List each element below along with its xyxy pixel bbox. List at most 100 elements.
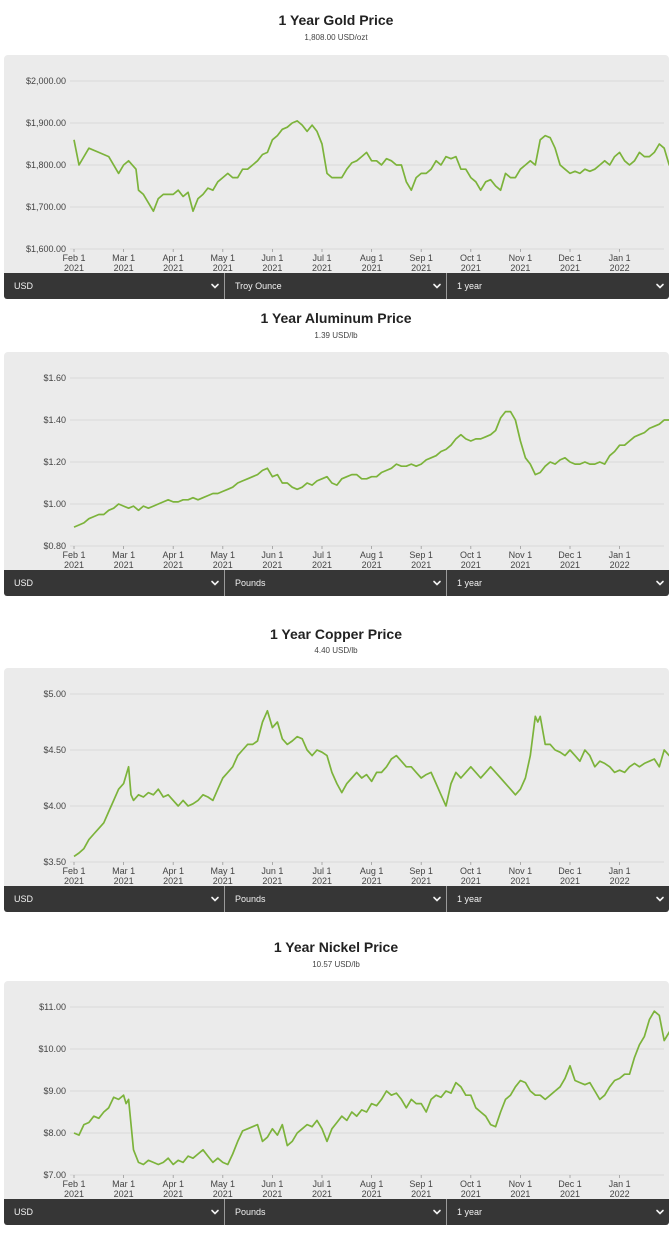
- x-tick-year: 2021: [64, 876, 84, 886]
- x-tick-year: 2021: [362, 1189, 382, 1199]
- x-tick-year: 2021: [312, 1189, 332, 1199]
- x-tick-month: Jul 1: [312, 253, 331, 263]
- x-tick-month: Feb 1: [62, 866, 85, 876]
- x-tick-year: 2021: [114, 560, 134, 570]
- x-tick-month: May 1: [211, 866, 236, 876]
- chart-title: 1 Year Gold Price: [278, 12, 394, 28]
- x-tick-month: Feb 1: [62, 1179, 85, 1189]
- x-tick-year: 2021: [262, 560, 282, 570]
- chevron-down-icon: [433, 1209, 441, 1215]
- x-tick-month: Oct 1: [460, 1179, 482, 1189]
- x-tick-year: 2021: [114, 1189, 134, 1199]
- unit-select[interactable]: Pounds: [225, 886, 447, 912]
- unit-select-value: Pounds: [235, 1207, 266, 1217]
- x-tick-year: 2021: [163, 263, 183, 273]
- period-select[interactable]: 1 year: [447, 273, 669, 299]
- x-tick-month: Jun 1: [261, 253, 283, 263]
- x-tick-year: 2021: [213, 263, 233, 273]
- x-tick-year: 2021: [510, 263, 530, 273]
- unit-select-value: Pounds: [235, 894, 266, 904]
- chevron-down-icon: [656, 283, 664, 289]
- price-series-line: [73, 120, 669, 213]
- period-select-value: 1 year: [457, 894, 483, 904]
- x-tick-year: 2021: [461, 560, 481, 570]
- currency-select-value: USD: [14, 281, 34, 291]
- currency-select[interactable]: USD: [4, 570, 225, 596]
- x-tick-month: Aug 1: [360, 550, 384, 560]
- chevron-down-icon: [211, 896, 219, 902]
- x-tick-month: Sep 1: [409, 550, 433, 560]
- x-tick-month: Jun 1: [261, 1179, 283, 1189]
- chevron-down-icon: [433, 896, 441, 902]
- y-tick-label: $4.00: [43, 801, 66, 811]
- chevron-down-icon: [656, 896, 664, 902]
- x-tick-month: May 1: [211, 550, 236, 560]
- chart-options-bar: USD Pounds 1 year: [4, 886, 669, 912]
- x-tick-year: 2021: [411, 1189, 431, 1199]
- x-tick-month: Nov 1: [509, 550, 533, 560]
- chart-title: 1 Year Aluminum Price: [260, 310, 412, 326]
- x-tick-year: 2021: [560, 1189, 580, 1199]
- currency-select[interactable]: USD: [4, 1199, 225, 1225]
- x-tick-year: 2021: [163, 1189, 183, 1199]
- currency-select[interactable]: USD: [4, 273, 225, 299]
- x-tick-year: 2021: [461, 876, 481, 886]
- x-tick-year: 2021: [163, 876, 183, 886]
- unit-select[interactable]: Pounds: [225, 1199, 447, 1225]
- x-tick-month: Apr 1: [162, 1179, 184, 1189]
- currency-select[interactable]: USD: [4, 886, 225, 912]
- x-tick-month: Mar 1: [112, 1179, 135, 1189]
- x-tick-year: 2021: [510, 560, 530, 570]
- x-tick-year: 2021: [114, 263, 134, 273]
- x-tick-year: 2021: [411, 876, 431, 886]
- x-tick-month: Apr 1: [162, 253, 184, 263]
- unit-select[interactable]: Troy Ounce: [225, 273, 447, 299]
- unit-select[interactable]: Pounds: [225, 570, 447, 596]
- x-tick-year: 2021: [362, 263, 382, 273]
- x-tick-year: 2021: [560, 263, 580, 273]
- x-tick-month: Apr 1: [162, 550, 184, 560]
- x-tick-year: 2021: [312, 876, 332, 886]
- y-tick-label: $2,000.00: [26, 76, 66, 86]
- period-select[interactable]: 1 year: [447, 1199, 669, 1225]
- period-select[interactable]: 1 year: [447, 886, 669, 912]
- currency-select-value: USD: [14, 578, 34, 588]
- x-tick-month: Mar 1: [112, 866, 135, 876]
- x-tick-year: 2021: [411, 560, 431, 570]
- y-tick-label: $1.60: [43, 373, 66, 383]
- x-tick-month: Jan 1: [609, 550, 631, 560]
- y-tick-label: $1,700.00: [26, 202, 66, 212]
- x-tick-month: Jul 1: [312, 1179, 331, 1189]
- y-tick-label: $0.80: [43, 541, 66, 551]
- x-tick-month: Nov 1: [509, 1179, 533, 1189]
- x-tick-year: 2021: [461, 263, 481, 273]
- y-tick-label: $1.00: [43, 499, 66, 509]
- chevron-down-icon: [656, 1209, 664, 1215]
- chart-options-bar: USD Pounds 1 year: [4, 570, 669, 596]
- x-tick-year: 2022: [610, 263, 630, 273]
- chart-title: 1 Year Copper Price: [269, 626, 403, 642]
- x-tick-year: 2021: [213, 1189, 233, 1199]
- x-tick-month: Jun 1: [261, 550, 283, 560]
- period-select[interactable]: 1 year: [447, 570, 669, 596]
- chart-subtitle: 4.40 USD/lb: [314, 646, 358, 655]
- x-tick-month: Mar 1: [112, 550, 135, 560]
- y-tick-label: $1,800.00: [26, 160, 66, 170]
- x-tick-month: Dec 1: [558, 253, 582, 263]
- x-tick-year: 2021: [64, 1189, 84, 1199]
- x-tick-month: May 1: [211, 1179, 236, 1189]
- x-tick-month: Dec 1: [558, 1179, 582, 1189]
- price-series-line: [73, 709, 669, 858]
- price-series-line: [73, 410, 669, 528]
- x-tick-year: 2021: [510, 1189, 530, 1199]
- chart-subtitle: 1.39 USD/lb: [314, 331, 358, 340]
- x-tick-month: Aug 1: [360, 1179, 384, 1189]
- x-tick-month: Apr 1: [162, 866, 184, 876]
- x-tick-year: 2021: [560, 560, 580, 570]
- y-tick-label: $7.00: [43, 1170, 66, 1180]
- x-tick-month: Jan 1: [609, 866, 631, 876]
